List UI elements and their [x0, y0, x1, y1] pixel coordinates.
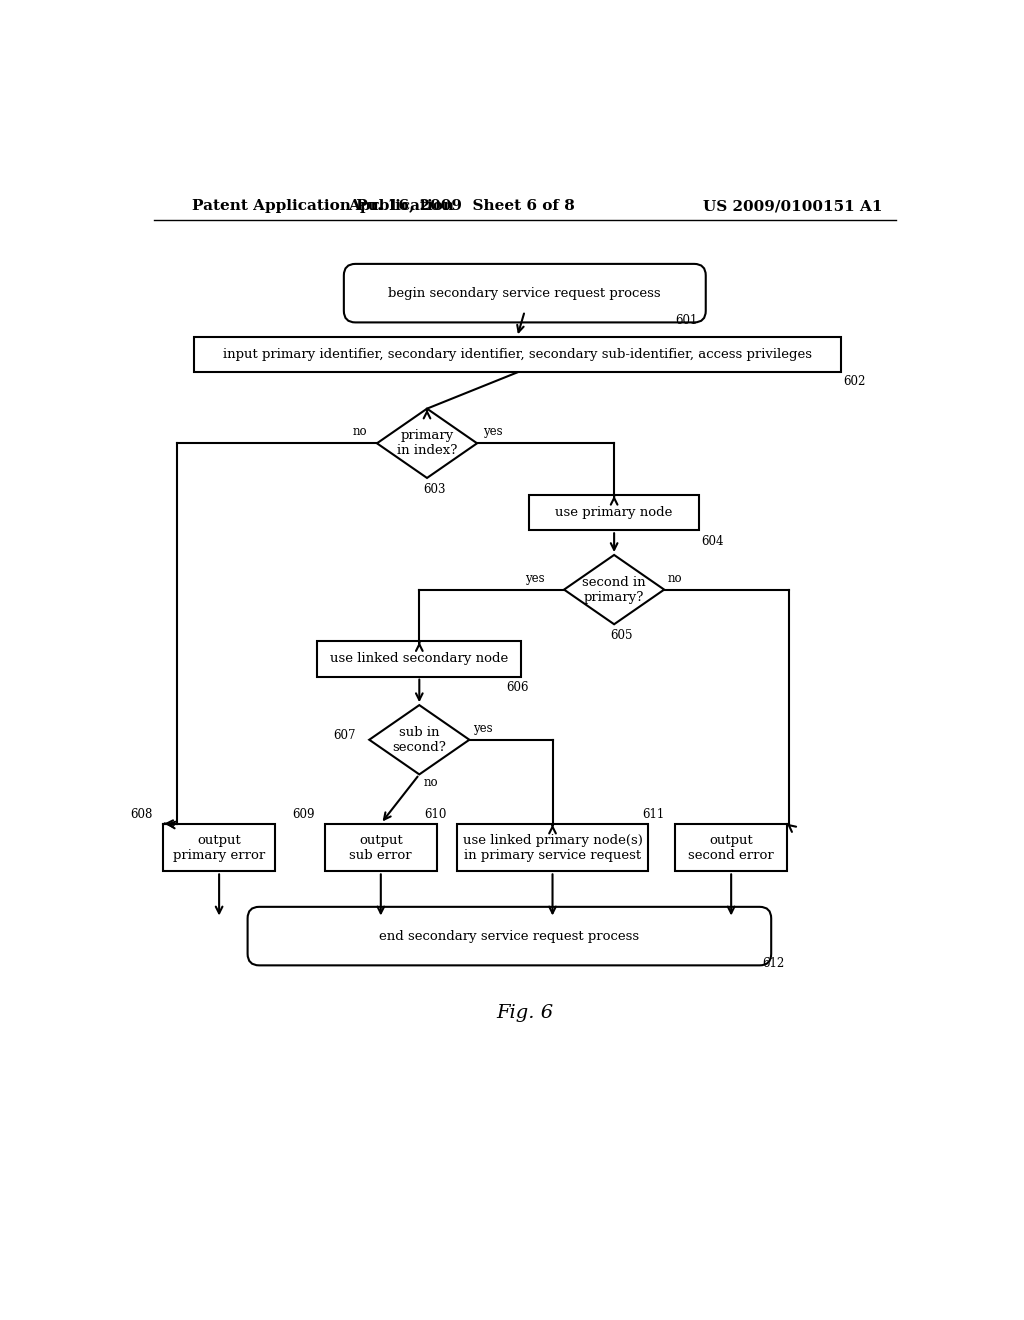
Text: no: no [352, 425, 368, 438]
Text: begin secondary service request process: begin secondary service request process [388, 286, 662, 300]
Text: second in
primary?: second in primary? [583, 576, 646, 603]
Text: yes: yes [483, 425, 503, 438]
Bar [325, 824, 436, 871]
Text: 610: 610 [424, 808, 446, 821]
Text: Fig. 6: Fig. 6 [497, 1005, 553, 1022]
Text: 601: 601 [675, 314, 697, 326]
Text: 608: 608 [130, 808, 153, 821]
Bar [457, 824, 648, 871]
Text: 607: 607 [334, 730, 356, 742]
Text: 611: 611 [643, 808, 665, 821]
Text: 602: 602 [843, 375, 865, 388]
Text: US 2009/0100151 A1: US 2009/0100151 A1 [703, 199, 883, 213]
Text: input primary identifier, secondary identifier, secondary sub-identifier, access: input primary identifier, secondary iden… [222, 348, 812, 362]
Text: 609: 609 [292, 808, 314, 821]
Bar [529, 495, 698, 531]
Text: use linked secondary node: use linked secondary node [330, 652, 509, 665]
Text: 603: 603 [424, 483, 446, 496]
Bar [194, 337, 841, 372]
Text: yes: yes [525, 572, 545, 585]
Text: no: no [423, 776, 438, 788]
Text: end secondary service request process: end secondary service request process [379, 929, 639, 942]
Text: Apr. 16, 2009  Sheet 6 of 8: Apr. 16, 2009 Sheet 6 of 8 [348, 199, 575, 213]
Text: output
primary error: output primary error [173, 833, 265, 862]
Text: 605: 605 [610, 630, 633, 643]
Bar [163, 824, 274, 871]
Polygon shape [564, 554, 665, 624]
Text: primary
in index?: primary in index? [397, 429, 457, 457]
Bar [676, 824, 787, 871]
Text: sub in
second?: sub in second? [392, 726, 446, 754]
Polygon shape [377, 409, 477, 478]
FancyBboxPatch shape [344, 264, 706, 322]
Text: use linked primary node(s)
in primary service request: use linked primary node(s) in primary se… [463, 833, 642, 862]
Polygon shape [370, 705, 469, 775]
Text: output
second error: output second error [688, 833, 774, 862]
Bar [317, 642, 521, 677]
Text: use primary node: use primary node [555, 506, 673, 519]
Text: output
sub error: output sub error [349, 833, 412, 862]
Text: 604: 604 [701, 535, 724, 548]
Text: 612: 612 [763, 957, 784, 970]
FancyBboxPatch shape [248, 907, 771, 965]
Text: no: no [668, 572, 683, 585]
Text: Patent Application Publication: Patent Application Publication [193, 199, 455, 213]
Text: 606: 606 [506, 681, 528, 694]
Text: yes: yes [473, 722, 493, 735]
